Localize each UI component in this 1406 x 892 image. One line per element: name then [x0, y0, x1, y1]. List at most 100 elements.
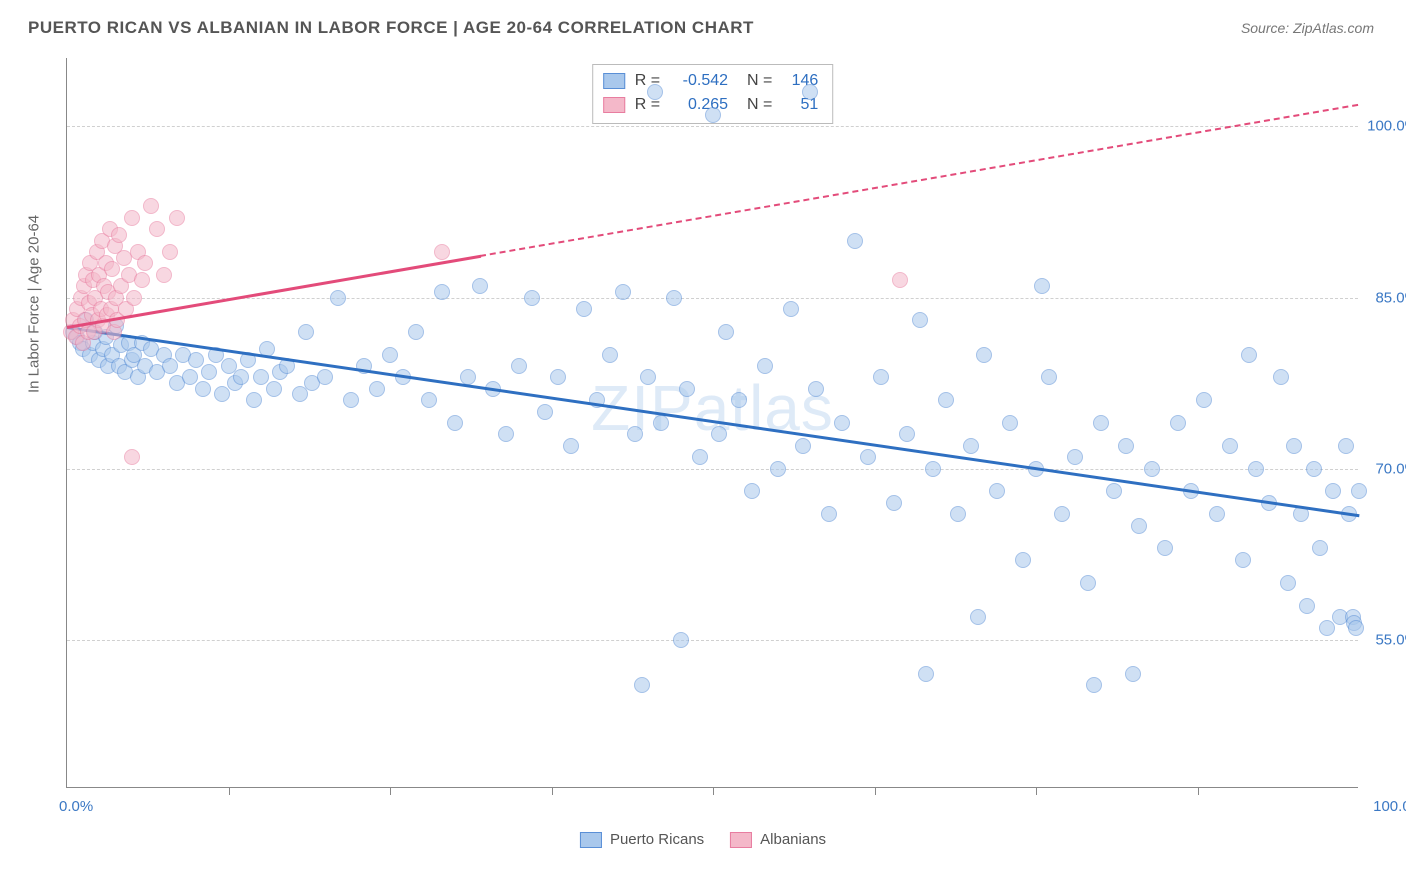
data-point — [1306, 461, 1322, 477]
data-point — [550, 369, 566, 385]
data-point — [976, 347, 992, 363]
data-point — [524, 290, 540, 306]
data-point — [421, 392, 437, 408]
x-axis-end-label: 0.0% — [59, 798, 93, 815]
data-point — [214, 386, 230, 402]
data-point — [970, 609, 986, 625]
data-point — [731, 392, 747, 408]
data-point — [1348, 620, 1364, 636]
data-point — [408, 324, 424, 340]
data-point — [1144, 461, 1160, 477]
data-point — [369, 381, 385, 397]
y-tick-label: 55.0% — [1375, 631, 1406, 648]
data-point — [382, 347, 398, 363]
data-point — [1319, 620, 1335, 636]
x-tick — [713, 787, 714, 795]
data-point — [757, 358, 773, 374]
data-point — [892, 272, 908, 288]
data-point — [1286, 438, 1302, 454]
data-point — [434, 244, 450, 260]
legend-swatch — [603, 73, 625, 89]
data-point — [744, 483, 760, 499]
data-point — [1222, 438, 1238, 454]
data-point — [233, 369, 249, 385]
data-point — [156, 267, 172, 283]
n-label: N = — [738, 69, 772, 93]
data-point — [1170, 415, 1186, 431]
x-tick — [552, 787, 553, 795]
data-point — [563, 438, 579, 454]
data-point — [1093, 415, 1109, 431]
x-axis-end-label: 100.0% — [1373, 798, 1406, 815]
gridline — [67, 469, 1358, 470]
series-name: Albanians — [760, 831, 826, 848]
data-point — [711, 426, 727, 442]
data-point — [537, 404, 553, 420]
legend-row: R =-0.542 N =146 — [603, 69, 819, 93]
data-point — [1015, 552, 1031, 568]
data-point — [1209, 506, 1225, 522]
data-point — [266, 381, 282, 397]
data-point — [1034, 278, 1050, 294]
data-point — [1280, 575, 1296, 591]
data-point — [963, 438, 979, 454]
data-point — [111, 227, 127, 243]
data-point — [679, 381, 695, 397]
scatter-plot-area: ZIPatlas R =-0.542 N =146R =0.265 N =51 … — [66, 58, 1358, 788]
data-point — [124, 449, 140, 465]
data-point — [576, 301, 592, 317]
data-point — [925, 461, 941, 477]
data-point — [938, 392, 954, 408]
x-tick — [1198, 787, 1199, 795]
data-point — [343, 392, 359, 408]
data-point — [511, 358, 527, 374]
y-tick-label: 70.0% — [1375, 460, 1406, 477]
data-point — [1273, 369, 1289, 385]
data-point — [666, 290, 682, 306]
data-point — [1325, 483, 1341, 499]
data-point — [615, 284, 631, 300]
data-point — [899, 426, 915, 442]
data-point — [989, 483, 1005, 499]
data-point — [653, 415, 669, 431]
gridline — [67, 640, 1358, 641]
data-point — [802, 84, 818, 100]
data-point — [1351, 483, 1367, 499]
data-point — [1312, 540, 1328, 556]
data-point — [162, 244, 178, 260]
data-point — [330, 290, 346, 306]
data-point — [126, 290, 142, 306]
data-point — [1041, 369, 1057, 385]
legend-swatch — [730, 832, 752, 848]
data-point — [1157, 540, 1173, 556]
data-point — [137, 255, 153, 271]
data-point — [770, 461, 786, 477]
x-tick — [390, 787, 391, 795]
data-point — [1118, 438, 1134, 454]
data-point — [1125, 666, 1141, 682]
data-point — [627, 426, 643, 442]
data-point — [1002, 415, 1018, 431]
data-point — [169, 210, 185, 226]
data-point — [1054, 506, 1070, 522]
data-point — [912, 312, 928, 328]
y-tick-label: 100.0% — [1367, 118, 1406, 135]
y-tick-label: 85.0% — [1375, 289, 1406, 306]
source-label: Source: ZipAtlas.com — [1241, 20, 1374, 36]
data-point — [834, 415, 850, 431]
data-point — [246, 392, 262, 408]
data-point — [950, 506, 966, 522]
data-point — [1067, 449, 1083, 465]
legend-item: Albanians — [730, 831, 826, 848]
data-point — [640, 369, 656, 385]
data-point — [149, 221, 165, 237]
data-point — [647, 84, 663, 100]
data-point — [705, 107, 721, 123]
chart-title: PUERTO RICAN VS ALBANIAN IN LABOR FORCE … — [28, 18, 754, 38]
data-point — [134, 272, 150, 288]
data-point — [1106, 483, 1122, 499]
data-point — [783, 301, 799, 317]
data-point — [634, 677, 650, 693]
x-tick — [229, 787, 230, 795]
series-name: Puerto Ricans — [610, 831, 704, 848]
